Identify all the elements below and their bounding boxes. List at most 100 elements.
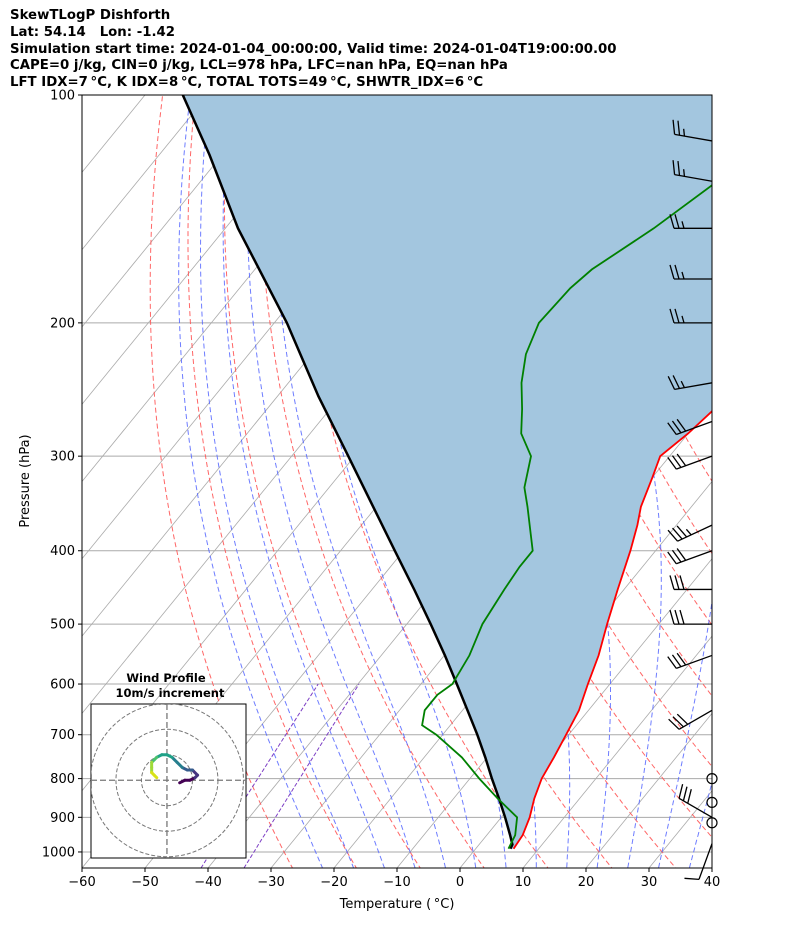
x-tick-label: −50 bbox=[131, 875, 158, 890]
wind-barb-flag bbox=[678, 784, 684, 799]
wind-barb bbox=[667, 652, 713, 670]
x-tick-label: 20 bbox=[578, 875, 595, 890]
calm-wind-circle bbox=[706, 796, 718, 808]
wind-barb-staff bbox=[676, 420, 713, 436]
wind-barb-flag bbox=[669, 214, 675, 229]
wind-barb bbox=[669, 308, 712, 324]
simulation-time-line: Simulation start time: 2024-01-04_00:00:… bbox=[10, 41, 617, 57]
y-tick-label: 400 bbox=[50, 544, 75, 559]
calm-wind-circle bbox=[706, 773, 718, 785]
x-tick-label: −40 bbox=[194, 875, 221, 890]
wind-barb-flag bbox=[668, 718, 680, 730]
wind-barb-staff bbox=[674, 174, 713, 182]
wind-barb-flag bbox=[672, 527, 683, 540]
y-tick-label: 800 bbox=[50, 772, 75, 787]
wind-barb-flag bbox=[667, 529, 679, 542]
isotherm-line bbox=[333, 403, 712, 868]
wind-barb-flag bbox=[672, 375, 681, 389]
x-tick-label: −60 bbox=[68, 875, 95, 890]
hodograph-subtitle: 10m/s increment bbox=[116, 686, 225, 700]
wind-barb-staff bbox=[676, 654, 713, 670]
hodograph-box bbox=[90, 703, 247, 859]
wind-barb-flag bbox=[674, 214, 680, 229]
y-tick-label: 300 bbox=[50, 450, 75, 465]
hodograph-title: Wind Profile bbox=[126, 671, 206, 685]
wind-barb-staff bbox=[676, 455, 713, 470]
wind-barb-flag bbox=[684, 877, 700, 880]
y-tick-label: 500 bbox=[50, 618, 75, 633]
wind-barb-flag bbox=[679, 609, 685, 625]
wind-barb bbox=[678, 784, 713, 818]
wind-barb-flag bbox=[671, 549, 682, 563]
wind-barb-flag bbox=[669, 609, 675, 625]
moist-adiabat-line bbox=[747, 95, 794, 883]
calm-wind-circle bbox=[706, 817, 718, 829]
isotherm-line bbox=[711, 867, 712, 868]
wind-barb bbox=[669, 609, 712, 625]
wind-barb-flag bbox=[667, 422, 677, 435]
wind-barb bbox=[667, 524, 713, 542]
chart-title: SkewTLogP Dishforth bbox=[10, 8, 171, 23]
hodograph-ring bbox=[91, 704, 244, 858]
wind-barb-half-flag bbox=[685, 528, 692, 536]
moist-adiabat-line bbox=[178, 95, 324, 868]
wind-barb bbox=[667, 418, 713, 436]
wind-barbs bbox=[667, 119, 718, 880]
moist-adiabat-line bbox=[199, 95, 355, 868]
wind-barb-flag bbox=[667, 376, 676, 390]
moist-adiabat-line bbox=[222, 95, 386, 868]
dry-adiabat-line bbox=[258, 95, 485, 868]
wind-barb bbox=[669, 214, 712, 229]
isotherm-line bbox=[522, 635, 712, 868]
isotherm-line bbox=[763, 60, 794, 883]
wind-barb-flag bbox=[672, 119, 676, 135]
dry-adiabat-line bbox=[223, 95, 421, 868]
moist-adiabat-line bbox=[655, 95, 712, 868]
wind-barb-staff bbox=[676, 550, 713, 565]
wind-barb-staff bbox=[674, 382, 713, 391]
wind-barb bbox=[669, 575, 712, 591]
wind-barb-staff bbox=[678, 797, 713, 818]
x-tick-label: −30 bbox=[257, 875, 284, 890]
wind-barb-flag bbox=[674, 264, 680, 280]
y-tick-label: 600 bbox=[50, 678, 75, 693]
wind-barb-flag bbox=[674, 575, 680, 590]
x-tick-label: 0 bbox=[456, 875, 464, 890]
wind-barb-half-flag bbox=[681, 315, 685, 324]
wind-barb bbox=[672, 119, 713, 142]
wind-barb bbox=[667, 375, 713, 391]
wind-barb-flag bbox=[687, 789, 692, 804]
x-axis-title: Temperature ( °C) bbox=[339, 897, 455, 912]
y-tick-label: 100 bbox=[50, 89, 75, 104]
wind-barb-flag bbox=[676, 713, 689, 725]
x-tick-label: 10 bbox=[515, 875, 532, 890]
moist-adiabat-line bbox=[716, 95, 794, 883]
wind-barb-flag bbox=[676, 453, 687, 467]
wind-barb bbox=[667, 548, 713, 565]
parcel-profile-line bbox=[181, 95, 514, 850]
wind-barb-staff bbox=[678, 709, 713, 730]
wind-barb-flag bbox=[677, 120, 681, 136]
wind-barb-half-flag bbox=[683, 169, 686, 177]
wind-barb-flag bbox=[676, 548, 687, 561]
moist-adiabat-line bbox=[246, 95, 416, 868]
x-tick-label: 40 bbox=[704, 875, 721, 890]
y-tick-label: 1000 bbox=[42, 845, 75, 860]
wind-barb-flag bbox=[667, 456, 677, 470]
dry-adiabat-line bbox=[717, 95, 794, 883]
temperature-profile-line bbox=[512, 410, 712, 850]
x-tick-label: −20 bbox=[320, 875, 347, 890]
wind-barb-half-flag bbox=[681, 221, 685, 229]
wind-barb-half-flag bbox=[680, 380, 686, 388]
wind-barb-staff bbox=[674, 133, 713, 142]
isotherm-line bbox=[82, 95, 272, 328]
wind-barb-flag bbox=[677, 160, 681, 176]
wind-barb-flag bbox=[674, 308, 680, 324]
wind-barb-flag bbox=[676, 418, 687, 432]
wind-barb-flag bbox=[676, 652, 687, 666]
axes: −60 −50 −40 −30 −20 −10 0 10 20 30 40 100 200 300 400 5… bbox=[42, 89, 720, 891]
wind-barb-flag bbox=[672, 716, 684, 728]
chart-header: SkewTLogP Dishforth Lat: 54.14 Lon: -1.4… bbox=[10, 8, 617, 92]
stability-indices-line: LFT IDX=7 °C, K IDX=8 °C, TOTAL TOTS=49 … bbox=[10, 75, 484, 91]
wind-barb bbox=[667, 453, 713, 470]
